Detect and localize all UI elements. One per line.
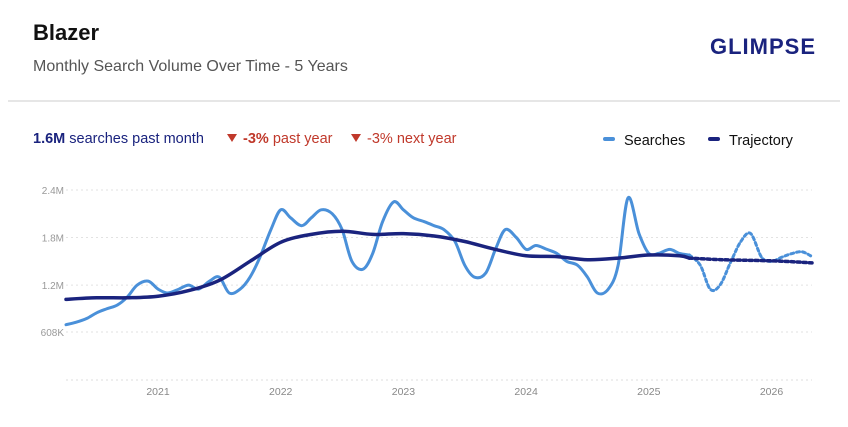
x-tick-label: 2021 [146, 386, 170, 398]
past-month-value: 1.6M [33, 131, 66, 147]
x-tick-label: 2025 [637, 386, 661, 398]
x-tick-label: 2024 [514, 386, 538, 398]
past-month-stat: 1.6M searches past month [33, 131, 204, 147]
page-title: Blazer [33, 20, 100, 45]
y-tick-label: 1.8M [42, 234, 64, 245]
down-triangle-icon [227, 134, 237, 142]
down-triangle-icon [351, 134, 361, 142]
y-tick-label: 1.2M [42, 281, 64, 292]
next-year-stat: -3% next year [351, 131, 456, 147]
past-month-label: searches past month [69, 131, 204, 147]
y-tick-label: 2.4M [42, 186, 64, 197]
next-year-value: -3% [367, 131, 393, 147]
trajectory-swatch [708, 137, 720, 141]
legend-searches[interactable]: Searches [603, 133, 685, 149]
searches-forecast-line [687, 231, 814, 293]
page-subtitle: Monthly Search Volume Over Time - 5 Year… [33, 58, 348, 75]
glimpse-logo[interactable]: GLIMPSE [710, 34, 817, 59]
x-tick-label: 2026 [760, 386, 784, 398]
header-divider [8, 100, 840, 102]
past-year-label: past year [272, 131, 333, 147]
y-tick-label: 608K [41, 328, 65, 339]
searches-swatch [603, 137, 615, 141]
trajectory-line [64, 229, 692, 302]
legend-searches-label: Searches [624, 133, 686, 149]
header: Blazer Monthly Search Volume Over Time -… [0, 0, 848, 100]
legend-trajectory[interactable]: Trajectory [708, 133, 793, 149]
x-tick-label: 2023 [392, 386, 416, 398]
legend-trajectory-label: Trajectory [729, 133, 793, 149]
past-year-stat: -3% past year [227, 131, 332, 147]
next-year-label: next year [396, 131, 457, 147]
trajectory-forecast-line [687, 256, 814, 265]
past-year-value: -3% [243, 131, 269, 147]
x-tick-label: 2022 [269, 386, 293, 398]
